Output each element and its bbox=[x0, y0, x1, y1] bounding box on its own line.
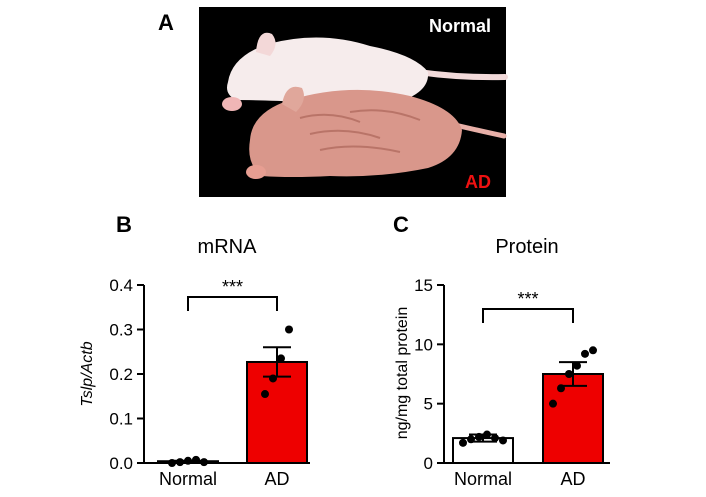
chart-b-data-point bbox=[277, 354, 285, 363]
chart-c-bar-ad bbox=[542, 373, 604, 464]
chart-b-data-point bbox=[261, 390, 269, 399]
chart-b-significance-bracket bbox=[187, 296, 278, 311]
chart-b-data-point bbox=[192, 455, 200, 464]
ad-mouse-wrinkles bbox=[299, 109, 421, 153]
chart-c-data-point bbox=[491, 434, 499, 443]
ad-mouse-nose bbox=[246, 165, 266, 179]
chart-b-data-point bbox=[200, 458, 208, 467]
chart-b-title: mRNA bbox=[198, 236, 258, 258]
chart-b: 0.0 0.1 0.2 0.3 0.4 Normal AD *** bbox=[109, 276, 310, 489]
chart-c-data-point bbox=[565, 370, 573, 378]
mouse-photo: Normal AD bbox=[199, 7, 508, 197]
chart-c-data-point bbox=[557, 384, 565, 393]
photo-label-ad: AD bbox=[465, 172, 491, 192]
chart-c-title: Protein bbox=[495, 236, 558, 258]
chart-c-y-tick-label: 10 bbox=[414, 335, 433, 354]
chart-c-y-tick-label: 0 bbox=[424, 454, 433, 473]
chart-c-data-point bbox=[467, 435, 475, 444]
chart-c-significance-bracket bbox=[482, 308, 574, 323]
chart-b-category-label: Normal bbox=[159, 469, 217, 489]
chart-c-data-point bbox=[459, 438, 467, 447]
chart-b-y-tick-label: 0.3 bbox=[109, 321, 133, 340]
chart-b-data-point bbox=[184, 456, 192, 465]
chart-b-significance-label: *** bbox=[222, 277, 243, 297]
ad-mouse-ear bbox=[282, 86, 304, 112]
chart-c: 0 5 10 15 Normal AD *** bbox=[414, 276, 610, 489]
chart-b-data-point bbox=[269, 374, 277, 383]
chart-b-data-point bbox=[176, 458, 184, 467]
normal-mouse-ear bbox=[256, 32, 276, 56]
ad-mouse-body bbox=[249, 89, 462, 177]
chart-c-significance-label: *** bbox=[517, 289, 538, 309]
chart-c-data-point bbox=[581, 349, 589, 358]
chart-b-ylabel: Tslp/Actb bbox=[79, 341, 96, 406]
chart-b-data-point bbox=[168, 459, 176, 467]
chart-c-data-point bbox=[549, 399, 557, 408]
panel-letter-c: C bbox=[393, 212, 409, 237]
chart-c-ylabel: ng/mg total protein bbox=[394, 307, 411, 440]
chart-b-y-tick-label: 0.2 bbox=[109, 365, 133, 384]
chart-b-y-tick-label: 0.0 bbox=[109, 454, 133, 473]
chart-b-data-point bbox=[285, 325, 293, 334]
chart-c-category-label: Normal bbox=[454, 469, 512, 489]
chart-c-data-point bbox=[589, 346, 597, 355]
chart-c-data-point bbox=[475, 432, 483, 441]
chart-c-data-point bbox=[483, 430, 491, 439]
normal-mouse-nose bbox=[222, 97, 242, 111]
normal-mouse-body bbox=[227, 37, 429, 105]
chart-b-bar-ad bbox=[246, 360, 308, 464]
panel-letter-b: B bbox=[116, 212, 132, 237]
chart-c-y-tick-label: 15 bbox=[414, 276, 433, 295]
chart-b-y-tick-label: 0.4 bbox=[109, 276, 133, 295]
chart-c-category-label: AD bbox=[560, 469, 585, 489]
chart-c-y-tick-label: 5 bbox=[424, 395, 433, 414]
chart-c-data-point bbox=[573, 361, 581, 370]
chart-b-y-tick-label: 0.1 bbox=[109, 410, 133, 429]
panel-letter-a: A bbox=[158, 10, 174, 35]
chart-c-data-point bbox=[499, 436, 507, 445]
chart-b-category-label: AD bbox=[264, 469, 289, 489]
photo-label-normal: Normal bbox=[429, 16, 491, 36]
